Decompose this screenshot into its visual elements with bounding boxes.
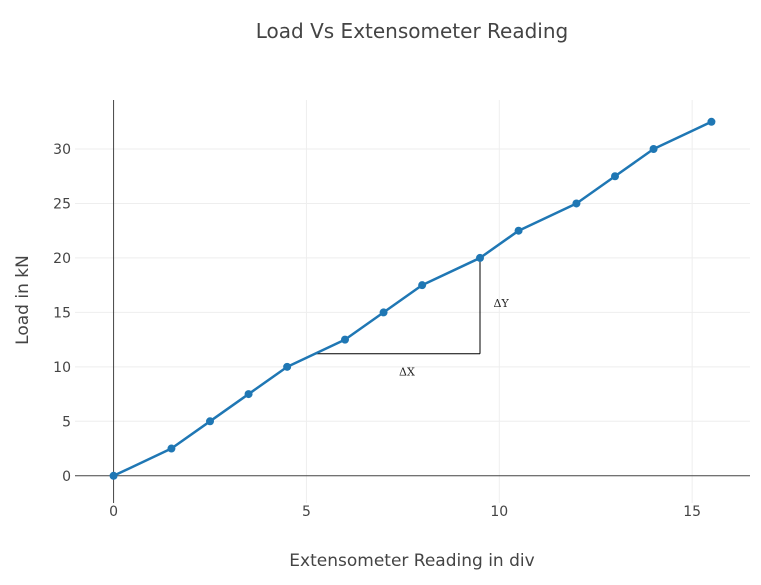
y-axis-label: Load in kN: [13, 255, 33, 345]
series-line: [113, 120, 712, 477]
data-point: [109, 471, 118, 480]
axes: [75, 100, 750, 503]
x-tick-label: 15: [683, 504, 701, 520]
y-tick-label: 20: [53, 251, 71, 267]
annotation-label: ΔY: [494, 297, 510, 310]
data-point: [514, 226, 523, 235]
data-point: [418, 281, 427, 290]
x-tick-label: 5: [302, 504, 311, 520]
slope-triangle: [314, 257, 481, 355]
y-tick-label: 30: [53, 142, 71, 158]
annotations: ΔX ΔY: [399, 297, 509, 379]
data-point: [707, 117, 716, 126]
x-tick-label: 10: [490, 504, 508, 520]
data-point: [283, 362, 292, 371]
data-point: [206, 417, 214, 426]
grid: [75, 100, 750, 503]
data-point: [649, 145, 658, 154]
y-tick-label: 5: [62, 414, 71, 430]
data-point: [611, 172, 619, 181]
chart-title: Load Vs Extensometer Reading: [256, 19, 568, 43]
data-point: [341, 335, 349, 344]
data-point: [379, 308, 388, 317]
y-tick-label: 0: [62, 469, 71, 485]
y-axis-ticks: 0 5 10 15 20 25 30: [53, 142, 71, 485]
data-point: [476, 253, 484, 262]
x-axis-ticks: 0 5 10 15: [109, 504, 701, 520]
data-point: [244, 390, 253, 399]
x-axis-label: Extensometer Reading in div: [289, 551, 534, 571]
series-group: [109, 117, 716, 480]
x-tick-label: 0: [109, 504, 118, 520]
y-tick-label: 15: [53, 305, 71, 321]
data-point: [167, 444, 176, 453]
data-point: [572, 199, 581, 208]
annotation-label: ΔX: [399, 366, 415, 379]
y-tick-label: 10: [53, 360, 71, 376]
y-tick-label: 25: [53, 196, 71, 212]
